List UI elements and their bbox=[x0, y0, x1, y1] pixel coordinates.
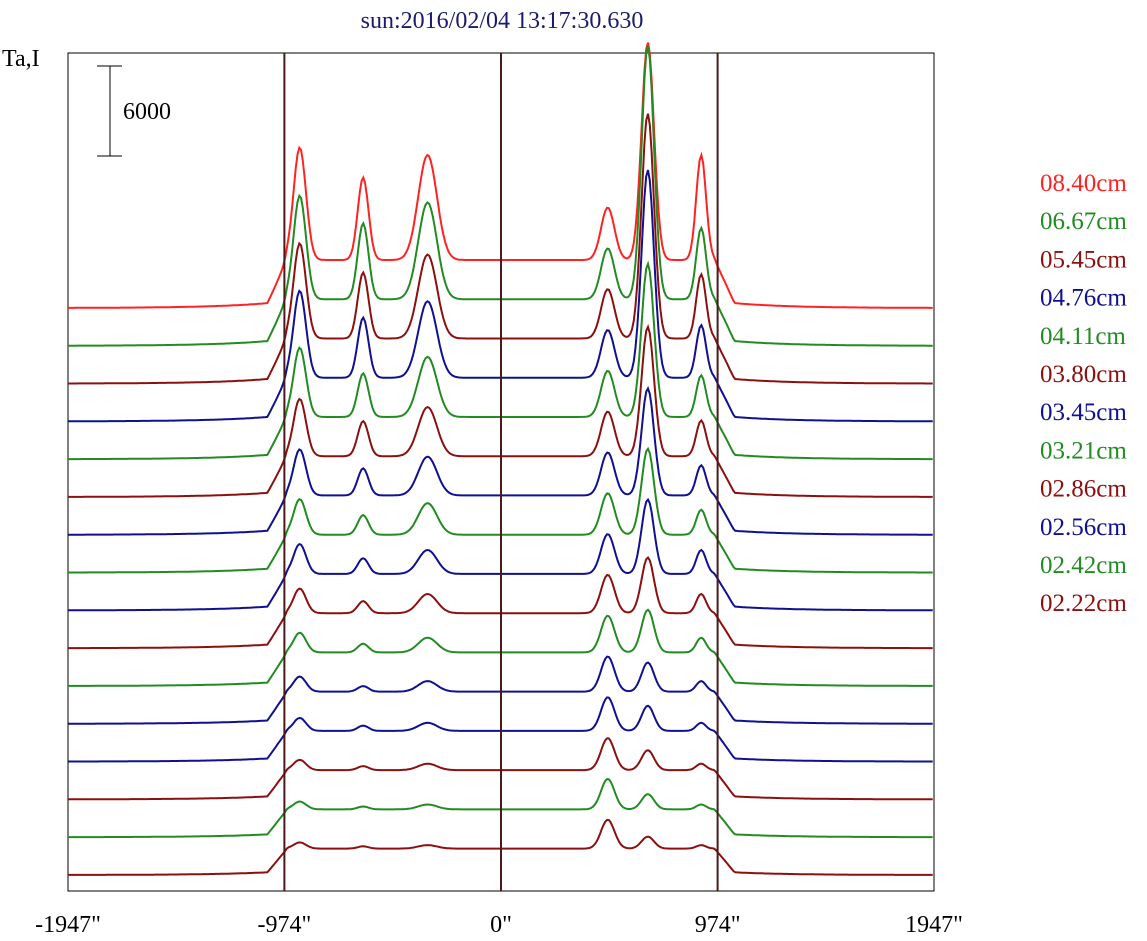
x-tick-label: -974" bbox=[257, 912, 311, 938]
legend-entry: 03.80cm bbox=[1040, 361, 1127, 388]
scale-bar bbox=[97, 65, 122, 157]
x-tick-label: -1947" bbox=[35, 912, 101, 938]
legend-entry: 03.45cm bbox=[1040, 399, 1127, 426]
legend-entry: 03.21cm bbox=[1040, 437, 1127, 464]
x-tick-label: 0" bbox=[490, 912, 512, 938]
legend-entry: 08.40cm bbox=[1040, 170, 1127, 197]
legend-entry: 02.42cm bbox=[1040, 552, 1127, 579]
y-axis-label: Ta,I bbox=[2, 46, 40, 72]
reference-lines-group bbox=[283, 53, 719, 891]
legend-entry: 04.11cm bbox=[1040, 323, 1126, 350]
x-tick-labels: -1947" -974" 0" 974" 1947" bbox=[35, 912, 963, 938]
legend-entry: 02.56cm bbox=[1040, 514, 1127, 541]
legend-entry: 02.86cm bbox=[1040, 476, 1127, 503]
x-tick-label: 974" bbox=[695, 912, 741, 938]
scale-bar-label: 6000 bbox=[123, 99, 171, 125]
legend-entry: 04.76cm bbox=[1040, 285, 1127, 312]
legend-entry: 05.45cm bbox=[1040, 246, 1127, 273]
chart-title: sun:2016/02/04 13:17:30.630 bbox=[361, 8, 644, 34]
x-tick-label: 1947" bbox=[905, 912, 963, 938]
legend-entry: 06.67cm bbox=[1040, 208, 1127, 235]
legend: 08.40cm 06.67cm 05.45cm 04.76cm 04.11cm 03.80… bbox=[1040, 170, 1127, 617]
legend-entry: 02.22cm bbox=[1040, 590, 1127, 617]
